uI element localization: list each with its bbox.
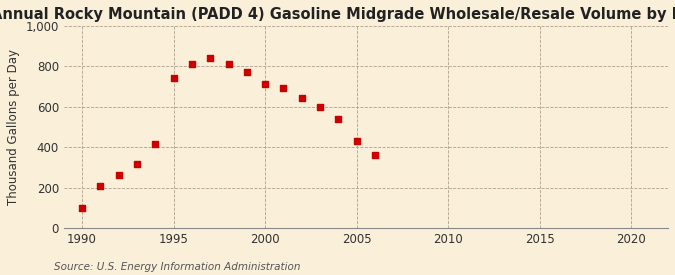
Point xyxy=(150,142,161,147)
Point xyxy=(186,62,197,67)
Point xyxy=(95,183,106,188)
Title: Annual Rocky Mountain (PADD 4) Gasoline Midgrade Wholesale/Resale Volume by Refi: Annual Rocky Mountain (PADD 4) Gasoline … xyxy=(0,7,675,22)
Point xyxy=(370,153,381,158)
Text: Source: U.S. Energy Information Administration: Source: U.S. Energy Information Administ… xyxy=(54,262,300,272)
Point xyxy=(333,117,344,121)
Point xyxy=(296,95,307,100)
Point xyxy=(315,104,325,109)
Point xyxy=(77,206,88,210)
Y-axis label: Thousand Gallons per Day: Thousand Gallons per Day xyxy=(7,49,20,205)
Point xyxy=(205,56,215,60)
Point xyxy=(132,162,142,167)
Point xyxy=(260,81,271,86)
Point xyxy=(242,70,252,75)
Point xyxy=(113,172,124,177)
Point xyxy=(278,86,289,90)
Point xyxy=(223,62,234,67)
Point xyxy=(168,76,179,81)
Point xyxy=(352,139,362,143)
